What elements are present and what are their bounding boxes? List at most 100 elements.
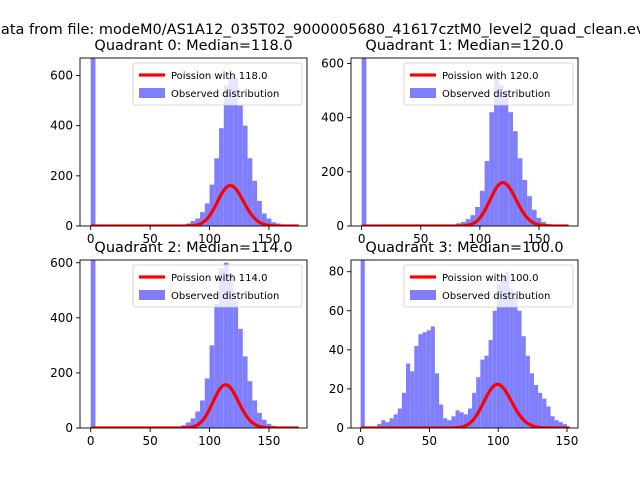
histogram-bar xyxy=(252,180,258,226)
panel-title: Quadrant 1: Median=120.0 xyxy=(365,38,563,54)
x-tick-label: 50 xyxy=(422,434,437,448)
x-tick-label: 100 xyxy=(468,232,491,246)
histogram-bar xyxy=(247,158,253,226)
x-tick-label: 100 xyxy=(487,434,510,448)
quadrant-panel-2: 0 50 100 150 0 200 400 600 Quadrant 2: Median=11… xyxy=(50,240,308,448)
x-tick-label: 150 xyxy=(556,434,579,448)
x-tick-label: 0 xyxy=(358,232,366,246)
histogram-bar xyxy=(238,105,243,226)
histogram-bar xyxy=(271,222,277,226)
histogram-bars xyxy=(360,260,567,428)
x-tick-label: 50 xyxy=(413,232,428,246)
histogram-bar xyxy=(385,422,390,428)
histogram-bar xyxy=(233,301,239,428)
panels: 0 50 100 150 0 200 400 600 Quadrant 0: Median=11… xyxy=(50,38,579,448)
legend-bar-label: Observed distribution xyxy=(442,89,550,100)
histogram-bar xyxy=(406,363,411,428)
histogram-bar xyxy=(522,179,528,226)
histogram-bars xyxy=(361,58,556,226)
histogram-bar xyxy=(422,332,427,428)
legend-line-label: Poission with 120.0 xyxy=(442,71,538,82)
histogram-bar xyxy=(479,190,485,226)
y-tick-label: 200 xyxy=(321,165,344,179)
histogram-bar xyxy=(480,359,485,428)
axes-frame xyxy=(79,57,308,227)
histogram-bar xyxy=(195,218,201,226)
histogram-bar xyxy=(527,196,532,226)
histogram-bar xyxy=(525,355,530,428)
histogram-bar xyxy=(465,219,471,226)
histogram-bar xyxy=(517,310,522,428)
axes-frame xyxy=(350,57,579,227)
histogram-bar xyxy=(219,128,224,226)
histogram-bar xyxy=(214,158,220,226)
histogram-bar xyxy=(361,58,367,226)
legend-bar-label: Observed distribution xyxy=(171,291,279,302)
histogram-bar xyxy=(529,373,534,428)
y-tick-label: 80 xyxy=(329,265,344,279)
legend: Poission with 114.0 Observed distribution xyxy=(132,264,303,308)
histogram-bar xyxy=(536,217,542,226)
y-tick-label: 600 xyxy=(50,69,73,83)
histogram-bar xyxy=(546,406,551,428)
y-tick-label: 0 xyxy=(65,421,73,435)
histogram-bar xyxy=(550,416,555,428)
x-tick-label: 100 xyxy=(198,232,221,246)
x-tick-label: 50 xyxy=(142,232,157,246)
histogram-bar xyxy=(185,422,191,428)
histogram-bar xyxy=(209,345,215,428)
legend: Poission with 118.0 Observed distribution xyxy=(132,62,303,106)
histogram-bars xyxy=(90,58,286,226)
histogram-bar xyxy=(257,200,262,226)
poisson-line xyxy=(360,382,570,428)
histogram-bar xyxy=(397,408,402,428)
axes-frame xyxy=(350,259,579,429)
panel-title: Quadrant 0: Median=118.0 xyxy=(94,38,292,54)
histogram-bar xyxy=(467,408,473,428)
x-tick-label: 0 xyxy=(87,434,95,448)
legend-bar-swatch xyxy=(410,88,436,98)
y-tick-label: 0 xyxy=(336,421,344,435)
legend-bar-label: Observed distribution xyxy=(442,291,550,302)
histogram-bar xyxy=(509,289,514,428)
x-tick-label: 150 xyxy=(528,232,551,246)
histogram-bar xyxy=(200,212,205,226)
histogram-bar xyxy=(195,411,201,428)
histogram-bar xyxy=(223,262,229,428)
histogram-bar xyxy=(242,125,248,226)
legend-bar-swatch xyxy=(139,290,165,300)
y-tick-label: 600 xyxy=(321,56,344,70)
histogram-bar xyxy=(513,297,518,428)
histogram-bar xyxy=(266,218,272,226)
y-tick-label: 400 xyxy=(321,111,344,125)
histogram-bar xyxy=(459,412,464,428)
histogram-bar xyxy=(247,381,253,428)
y-tick-label: 0 xyxy=(336,219,344,233)
figure-suptitle: Data from file: modeM0/AS1A12_035T02_900… xyxy=(0,22,640,38)
histogram-bar xyxy=(219,268,224,428)
histogram-bar xyxy=(512,131,518,226)
histogram-bar xyxy=(447,420,452,428)
legend-box xyxy=(403,264,574,308)
legend-line-label: Poission with 118.0 xyxy=(171,71,267,82)
poisson-line xyxy=(90,383,299,428)
histogram-bar xyxy=(223,85,229,226)
legend-line-label: Poission with 100.0 xyxy=(442,273,538,284)
legend-bar-label: Observed distribution xyxy=(171,89,279,100)
histogram-bar xyxy=(460,221,466,226)
y-tick-label: 0 xyxy=(65,219,73,233)
histogram-bar xyxy=(410,371,415,428)
histogram-bar xyxy=(430,326,435,428)
histogram-bar xyxy=(496,283,501,428)
quadrant-panel-0: 0 50 100 150 0 200 400 600 Quadrant 0: Median=11… xyxy=(50,38,308,246)
histogram-bar xyxy=(538,392,543,428)
histogram-bar xyxy=(558,422,563,428)
panel-title: Quadrant 2: Median=114.0 xyxy=(94,240,292,256)
histogram-bar xyxy=(434,373,440,428)
histogram-bar xyxy=(476,377,481,428)
histogram-bar xyxy=(472,392,477,428)
quadrant-panel-3: 0 50 100 150 0 20 40 60 80 Quadrant 3: Median=100… xyxy=(329,240,579,448)
histogram-bar xyxy=(505,271,510,428)
histogram-bar xyxy=(489,112,495,226)
histogram-bar xyxy=(463,414,468,428)
